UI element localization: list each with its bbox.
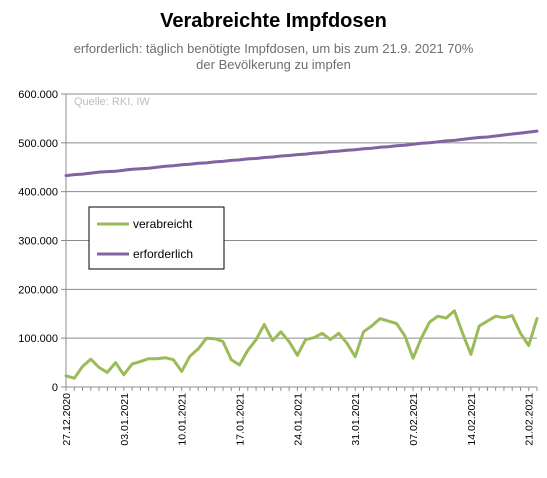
axes: 0 100.000 200.000 300.000 400.000 500.000 600.… (18, 89, 538, 446)
y-tick-label: 200.000 (18, 284, 58, 296)
x-tick-label: 24.01.2021 (292, 393, 304, 446)
legend-box (88, 206, 225, 270)
y-tick-label: 400.000 (18, 187, 58, 199)
x-tick-label: 10.01.2021 (177, 393, 189, 446)
series-line-verabreicht (64, 309, 539, 380)
x-tick-label: 27.12.2020 (61, 393, 73, 446)
x-tick-label: 21.02.2021 (524, 393, 536, 446)
chart-subtitle-line-1: erforderlich: täglich benötigte Impfdose… (73, 41, 474, 56)
x-tick-label: 17.01.2021 (235, 393, 247, 446)
source-note: Quelle: RKI, IW (74, 96, 150, 108)
x-tick-label: 07.02.2021 (408, 393, 420, 446)
legend: verabreicht erforderlich (88, 206, 225, 270)
y-tick-label: 0 (52, 382, 58, 394)
x-tick-label: 31.01.2021 (350, 393, 362, 446)
y-tick-label: 300.000 (18, 236, 58, 248)
gridlines (66, 93, 537, 339)
chart-subtitle: erforderlich: täglich benötigte Impfdose… (20, 41, 527, 73)
series-lines (64, 129, 539, 380)
series-line-erforderlich (64, 129, 539, 178)
y-tick-label: 600.000 (18, 89, 58, 101)
legend-label-verabreicht: verabreicht (133, 217, 193, 231)
x-tick-label: 03.01.2021 (119, 393, 131, 446)
chart-title: Verabreichte Impfdosen (160, 10, 387, 32)
chart-subtitle-line-2: der Bevölkerung zu impfen (196, 57, 351, 72)
legend-label-erforderlich: erforderlich (133, 247, 193, 261)
x-tick-label: 14.02.2021 (466, 393, 478, 446)
y-tick-label: 100.000 (18, 333, 58, 345)
y-tick-label: 500.000 (18, 138, 58, 150)
